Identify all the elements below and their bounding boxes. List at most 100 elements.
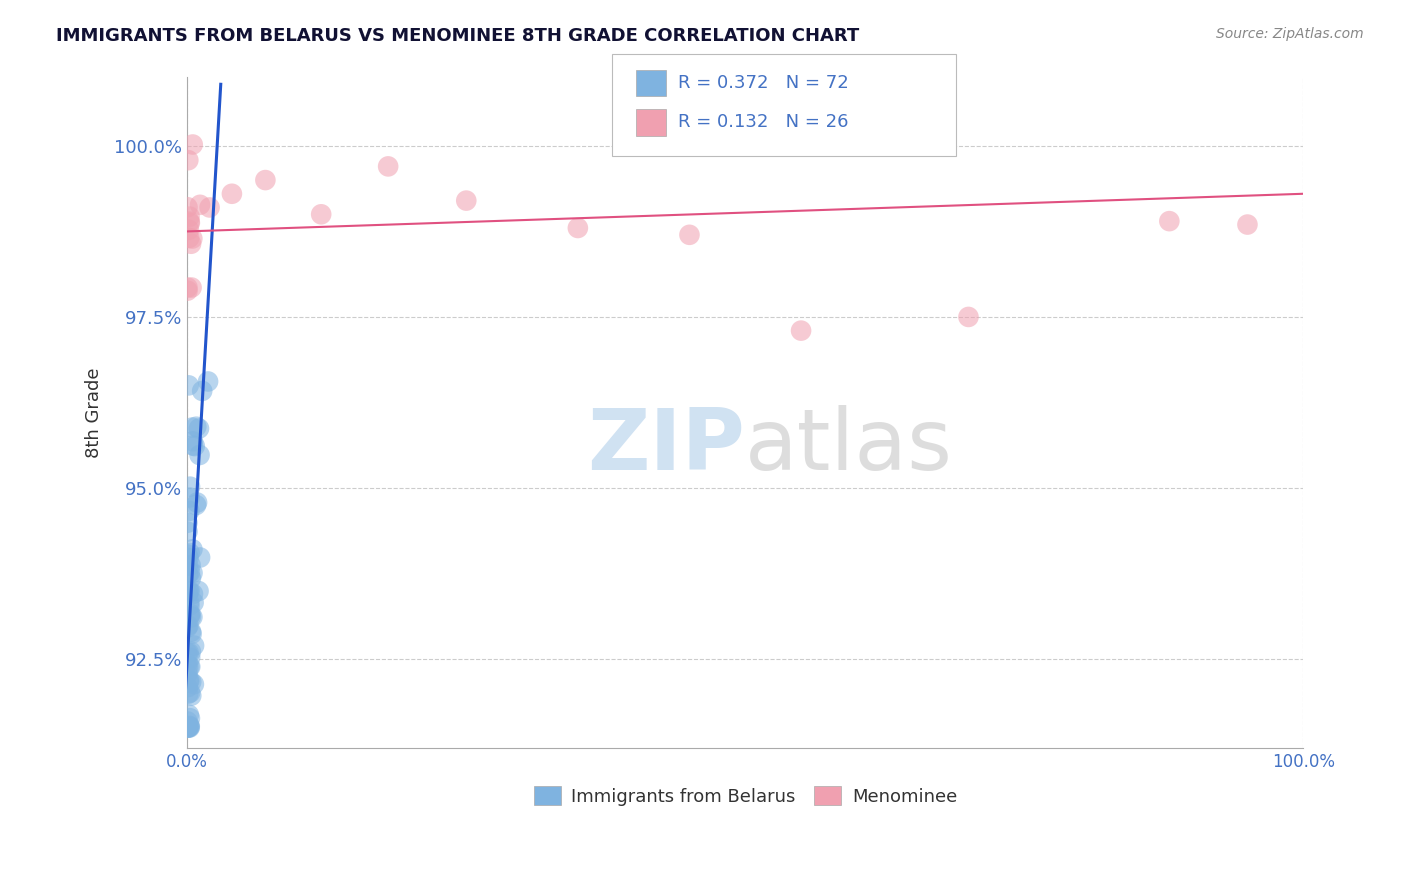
Point bbox=[678, 227, 700, 242]
Point bbox=[177, 707, 200, 722]
Point bbox=[309, 207, 332, 221]
Point bbox=[179, 546, 201, 560]
Text: IMMIGRANTS FROM BELARUS VS MENOMINEE 8TH GRADE CORRELATION CHART: IMMIGRANTS FROM BELARUS VS MENOMINEE 8TH… bbox=[56, 27, 859, 45]
Point bbox=[177, 680, 200, 694]
Point bbox=[180, 558, 202, 573]
Point bbox=[177, 646, 200, 660]
Point bbox=[188, 421, 211, 435]
Point bbox=[177, 586, 200, 600]
Point bbox=[181, 566, 204, 580]
Point bbox=[183, 596, 205, 610]
Point bbox=[377, 160, 399, 174]
Point bbox=[179, 210, 201, 224]
Point bbox=[179, 480, 201, 494]
Point bbox=[198, 201, 221, 215]
Point bbox=[177, 687, 200, 701]
Point bbox=[567, 221, 589, 235]
Point bbox=[179, 685, 201, 699]
Point bbox=[179, 566, 201, 580]
Point bbox=[1159, 214, 1181, 228]
Point bbox=[177, 378, 200, 392]
Point bbox=[179, 719, 201, 733]
Point bbox=[181, 610, 204, 624]
Point bbox=[179, 659, 201, 673]
Text: atlas: atlas bbox=[745, 405, 953, 488]
Point bbox=[179, 599, 201, 613]
Point bbox=[176, 721, 198, 735]
Point bbox=[179, 607, 201, 621]
Point bbox=[179, 216, 201, 230]
Point bbox=[180, 280, 202, 294]
Text: Source: ZipAtlas.com: Source: ZipAtlas.com bbox=[1216, 27, 1364, 41]
Point bbox=[176, 200, 198, 214]
Point bbox=[177, 674, 200, 689]
Point bbox=[176, 714, 198, 729]
Point bbox=[180, 624, 202, 639]
Point bbox=[177, 558, 200, 573]
Text: ZIP: ZIP bbox=[588, 405, 745, 488]
Point bbox=[179, 491, 201, 505]
Point bbox=[177, 584, 200, 599]
Point bbox=[176, 284, 198, 298]
Point bbox=[177, 721, 200, 735]
Point bbox=[181, 137, 204, 152]
Point bbox=[177, 618, 200, 632]
Point bbox=[179, 504, 201, 518]
Point bbox=[790, 324, 813, 338]
Point bbox=[180, 674, 202, 689]
Point bbox=[179, 721, 201, 735]
Point bbox=[177, 660, 200, 674]
Point bbox=[179, 608, 201, 623]
Point bbox=[179, 711, 201, 725]
Point bbox=[180, 645, 202, 659]
Point bbox=[181, 438, 204, 452]
Point bbox=[177, 223, 200, 237]
Point bbox=[181, 587, 204, 601]
Point bbox=[179, 650, 201, 665]
Point bbox=[176, 280, 198, 294]
Point bbox=[1236, 218, 1258, 232]
Point bbox=[176, 657, 198, 671]
Point bbox=[180, 236, 202, 251]
Point bbox=[191, 384, 214, 398]
Point bbox=[177, 719, 200, 733]
Point bbox=[184, 498, 207, 512]
Point bbox=[188, 448, 211, 462]
Point bbox=[181, 231, 204, 245]
Point bbox=[188, 550, 211, 565]
Point bbox=[180, 627, 202, 641]
Point bbox=[176, 524, 198, 539]
Point bbox=[181, 434, 204, 449]
Point bbox=[179, 583, 201, 598]
Point bbox=[183, 677, 205, 691]
Point bbox=[177, 551, 200, 566]
Point bbox=[957, 310, 980, 324]
Point bbox=[183, 639, 205, 653]
Point bbox=[181, 542, 204, 557]
Point bbox=[179, 214, 201, 228]
Point bbox=[177, 721, 200, 735]
Point bbox=[177, 721, 200, 735]
Point bbox=[176, 516, 198, 530]
Point bbox=[456, 194, 478, 208]
Point bbox=[177, 567, 200, 582]
Point bbox=[180, 689, 202, 703]
Point bbox=[179, 673, 201, 688]
Text: R = 0.132   N = 26: R = 0.132 N = 26 bbox=[678, 113, 848, 131]
Point bbox=[180, 610, 202, 624]
Point bbox=[187, 584, 209, 599]
Point bbox=[176, 666, 198, 681]
Point bbox=[176, 548, 198, 562]
Point bbox=[176, 620, 198, 634]
Legend: Immigrants from Belarus, Menominee: Immigrants from Belarus, Menominee bbox=[526, 779, 965, 813]
Point bbox=[184, 439, 207, 453]
Point bbox=[254, 173, 277, 187]
Point bbox=[179, 595, 201, 609]
Point bbox=[179, 659, 201, 673]
Point bbox=[177, 153, 200, 168]
Text: R = 0.372   N = 72: R = 0.372 N = 72 bbox=[678, 74, 848, 92]
Point bbox=[179, 231, 201, 245]
Point bbox=[197, 375, 219, 389]
Point bbox=[221, 186, 243, 201]
Point bbox=[188, 198, 211, 212]
